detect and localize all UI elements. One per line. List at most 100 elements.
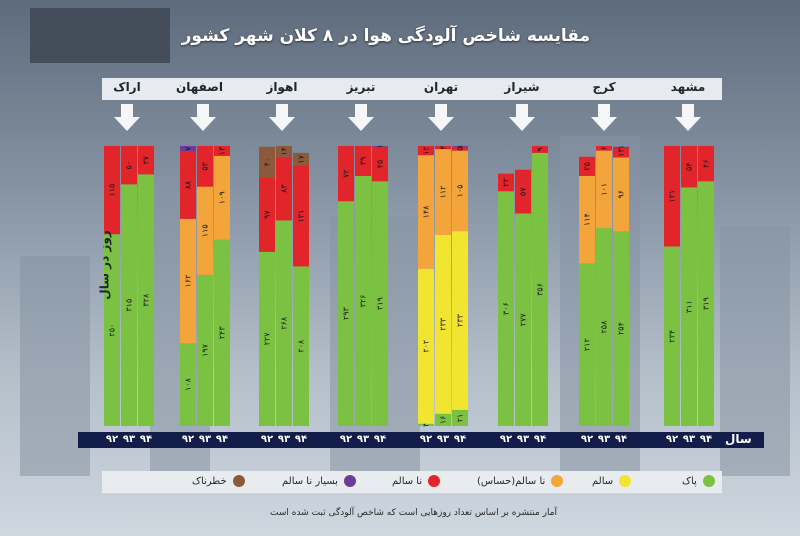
data-label: ۱۶۲ (184, 275, 193, 288)
year-tick-label: ۹۲ (419, 434, 433, 445)
year-tick-label: ۹۲ (580, 434, 594, 445)
year-tick-label: ۹۳ (356, 434, 370, 445)
data-label: ۱۳ (617, 148, 626, 157)
bar-segment (180, 146, 196, 152)
bar-segment (214, 239, 230, 426)
bar-segment (532, 152, 548, 426)
year-tick-label: ۹۴ (533, 434, 547, 445)
bar-segment (180, 218, 196, 344)
data-label: ۳۱۹ (376, 297, 385, 310)
data-label: ۵ (456, 147, 465, 151)
data-label: ۱۱۵ (108, 184, 117, 197)
data-label: ۲۶۸ (280, 316, 289, 330)
bar-segment (681, 187, 697, 426)
legend-item: نا سالم(حساس) (477, 475, 564, 487)
data-label: ۱۰۸ (184, 377, 193, 391)
bar-segment (180, 343, 196, 426)
year-tick-label: ۹۳ (682, 434, 696, 445)
data-label: ۱۳ (218, 146, 227, 155)
data-label: ۹ (536, 147, 545, 151)
data-label: ۴۰ (263, 158, 272, 167)
bar-segment (418, 268, 434, 424)
x-axis-band (78, 432, 764, 448)
legend-label: پاک (682, 475, 697, 487)
data-label: ۲۵۸ (600, 320, 609, 334)
bar-segment (338, 146, 354, 202)
year-tick-label: ۹۴ (373, 434, 387, 445)
bar-segment (418, 146, 434, 156)
bar-segment (197, 146, 213, 187)
bar-segment (214, 155, 230, 240)
data-label: ۲۷۷ (519, 313, 528, 327)
bar-segment (259, 146, 275, 178)
data-label: ۱۴ (280, 147, 289, 156)
year-tick-label: ۹۳ (122, 434, 136, 445)
data-label: ۱۳۱ (668, 190, 677, 203)
bar-segment (293, 165, 309, 267)
data-label: ۱۶ (439, 416, 448, 425)
city-header-band (102, 78, 722, 100)
bar-segment (452, 409, 468, 426)
data-label: ۲۹۳ (342, 306, 351, 320)
data-label: ۲۴۳ (218, 326, 227, 340)
year-tick-label: ۹۴ (614, 434, 628, 445)
bar-segment (596, 228, 612, 426)
bar-segment (579, 175, 595, 264)
data-label: ۱۲ (422, 146, 431, 155)
legend-item: بسیار نا سالم (282, 475, 356, 487)
bar-segment (452, 146, 468, 151)
bar-segment (372, 146, 388, 182)
data-label: ۳۱۹ (702, 297, 711, 310)
bar-segment (515, 169, 531, 214)
data-label: ۵۴ (685, 162, 694, 171)
city-label: تهران (423, 80, 459, 94)
year-tick-label: ۹۴ (453, 434, 467, 445)
data-label: ۶ (600, 146, 609, 150)
data-label: ۳۲۸ (142, 293, 151, 307)
data-label: ۲۳۳ (456, 313, 465, 327)
bar-segment (276, 146, 292, 157)
data-label: ۱۳۱ (297, 210, 306, 223)
legend-item: سالم (592, 475, 632, 487)
bar-segment (121, 146, 137, 185)
bar-segment (579, 156, 595, 176)
bar-segment (138, 146, 154, 175)
city-label: اراک (113, 80, 141, 94)
data-label: ۴۶ (702, 159, 711, 168)
bar-segment (664, 146, 680, 247)
legend-swatch (702, 475, 715, 487)
bar-segment (664, 246, 680, 426)
bar-segment (613, 231, 629, 426)
year-tick-label: ۹۲ (665, 434, 679, 445)
year-tick-label: ۹۲ (339, 434, 353, 445)
legend-swatch (343, 475, 356, 487)
bar-segment (435, 413, 451, 426)
city-label: مشهد (670, 80, 706, 94)
data-label: ۵۳ (201, 161, 210, 170)
legend-item: خطرناک (192, 475, 245, 487)
data-label: ۱۰۱ (600, 183, 609, 196)
year-tick-label: ۹۳ (436, 434, 450, 445)
bar-segment (104, 146, 120, 235)
bar-segment (197, 274, 213, 426)
year-tick-label: ۹۴ (699, 434, 713, 445)
data-label: ۳۹ (359, 157, 368, 166)
footnote: آمار منتشره بر اساس تعداد روزهایی است که… (270, 508, 558, 518)
data-label: ۴۵ (376, 160, 385, 169)
data-label: ۲۲۷ (263, 332, 272, 346)
data-label: ۱۱۲ (439, 186, 448, 199)
data-label: ۹۷ (263, 210, 272, 219)
bar-segment (293, 152, 309, 166)
data-label: ۲۵۰ (108, 324, 117, 337)
bar-segment (435, 149, 451, 235)
data-label: ۱۰۹ (218, 191, 227, 204)
year-tick-label: ۹۳ (198, 434, 212, 445)
bar-segment (596, 146, 612, 151)
data-label: ۳۷ (142, 155, 151, 164)
data-label: ۱۹۷ (201, 343, 210, 357)
data-label: ۸۸ (184, 180, 193, 189)
year-tick-label: ۹۲ (260, 434, 274, 445)
data-label: ۱۱۴ (583, 213, 592, 226)
bar-segment (197, 186, 213, 275)
